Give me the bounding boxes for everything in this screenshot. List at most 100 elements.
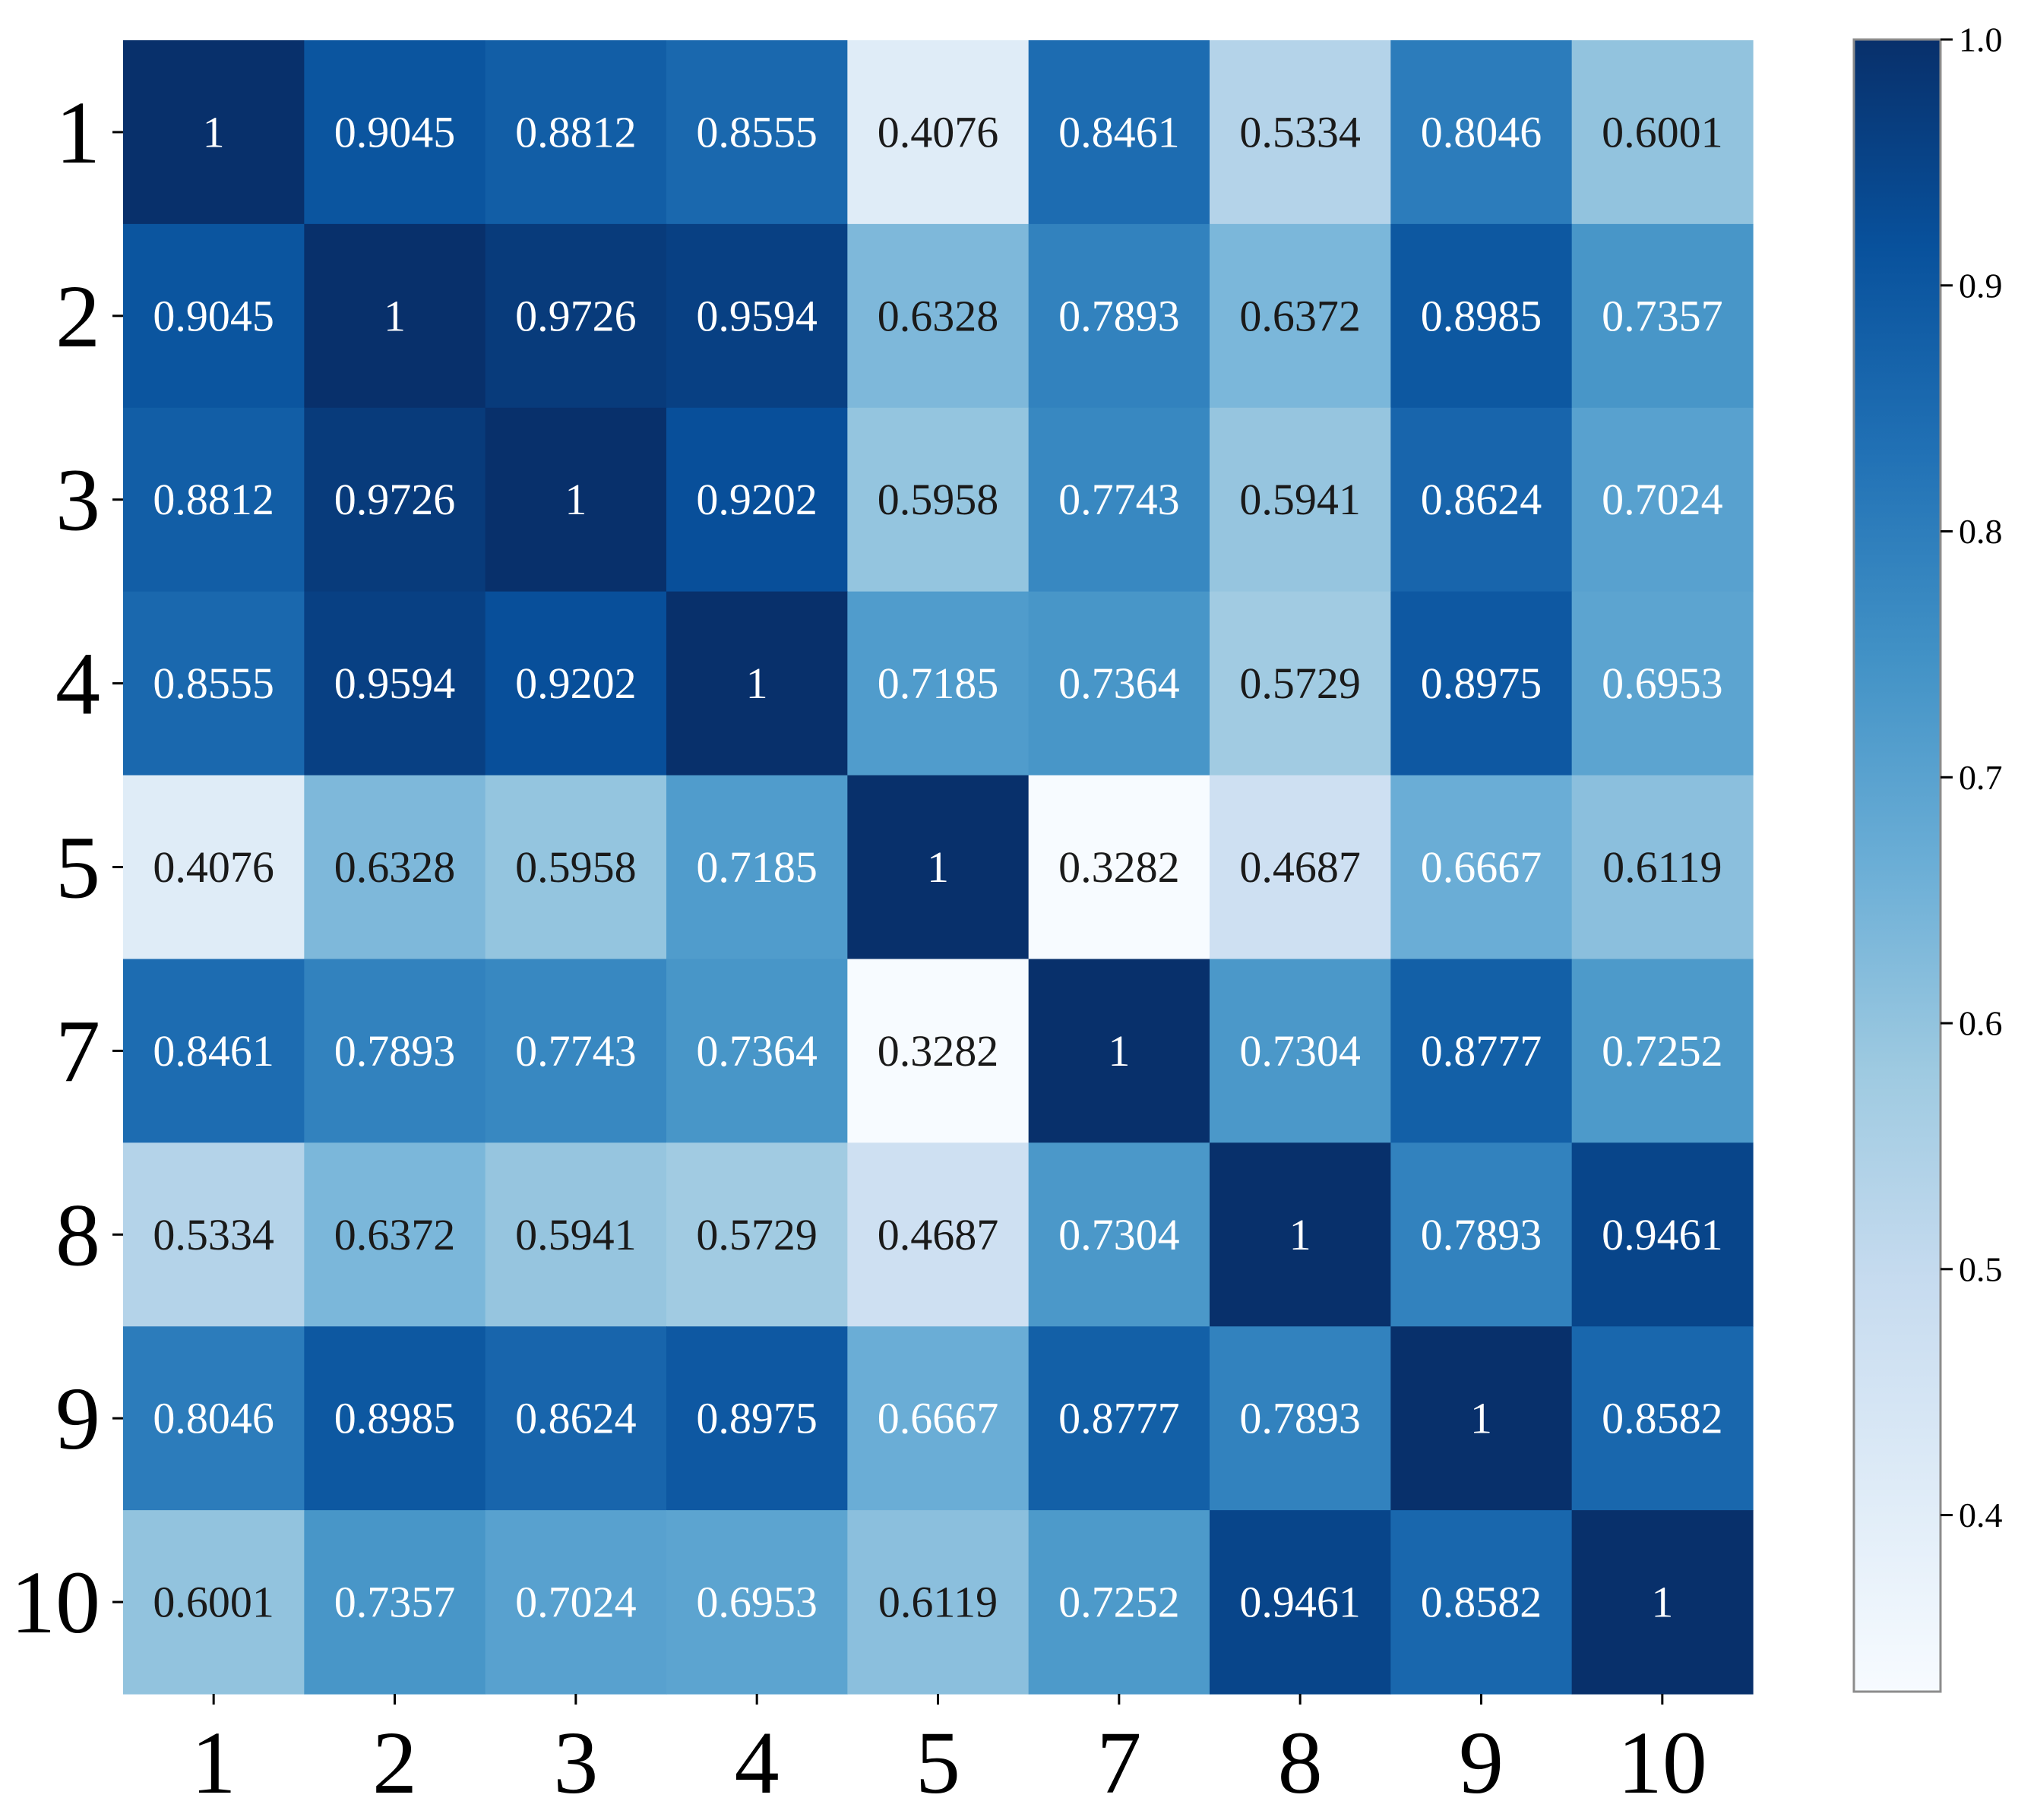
heatmap-cell-r4-c1 xyxy=(123,591,305,776)
x-axis: 1 2 3 4 5 7 8 9 10 xyxy=(191,1694,1707,1812)
heatmap-cell-r8-c10 xyxy=(1571,1142,1754,1327)
heatmap-cell-r1-c3 xyxy=(485,40,667,225)
cell-value-label: 0.7357 xyxy=(1602,291,1723,340)
heatmap-cell-r1-c2 xyxy=(304,40,486,225)
cell-value-label: 0.7024 xyxy=(1602,475,1723,524)
heatmap-cell-r1-c7 xyxy=(1028,40,1210,225)
heatmap-cell-r5-c3 xyxy=(485,775,667,960)
cell-value-label: 0.7185 xyxy=(696,842,818,892)
heatmap-cell-r9-c8 xyxy=(1210,1326,1391,1511)
y-tick-label: 10 xyxy=(11,1553,100,1652)
cell-value-label: 0.6372 xyxy=(334,1210,456,1259)
cell-value-label: 0.4687 xyxy=(1239,842,1361,892)
cell-value-label: 0.8624 xyxy=(515,1394,637,1443)
heatmap-cell-r9-c2 xyxy=(304,1326,486,1511)
heatmap-cell-r9-c3 xyxy=(485,1326,667,1511)
heatmap-cell-r7-c8 xyxy=(1210,959,1391,1143)
heatmap-cell-r3-c5 xyxy=(847,407,1030,592)
heatmap-cell-r10-c5 xyxy=(847,1510,1030,1695)
heatmap-cell-r8-c1 xyxy=(123,1142,305,1327)
heatmap-cell-r10-c9 xyxy=(1390,1510,1573,1695)
heatmap-cell-r2-c3 xyxy=(485,223,667,409)
cell-value-label: 0.9045 xyxy=(153,291,274,340)
cell-value-label: 0.6328 xyxy=(878,291,999,340)
cell-value-label: 0.6953 xyxy=(696,1578,818,1627)
cell-value-label: 0.9594 xyxy=(334,659,456,708)
heatmap-cell-labels: 1 0.9045 0.8812 0.8555 0.4076 0.8461 0.5334 0.8… xyxy=(153,107,1722,1626)
heatmap-cell-r4-c5 xyxy=(847,591,1030,776)
heatmap-cell-r9-c7 xyxy=(1028,1326,1210,1511)
cell-value-label: 1 xyxy=(565,475,587,524)
heatmap-cell-r5-c10 xyxy=(1571,775,1754,960)
cell-value-label: 0.8812 xyxy=(153,475,274,524)
cell-value-label: 0.5958 xyxy=(878,475,999,524)
cell-value-label: 1 xyxy=(1289,1210,1311,1259)
x-tick-label: 10 xyxy=(1618,1713,1707,1812)
y-tick-label: 9 xyxy=(55,1369,100,1468)
cell-value-label: 0.8582 xyxy=(1602,1394,1723,1443)
cell-value-label: 0.8777 xyxy=(1058,1394,1180,1443)
cell-value-label: 0.9594 xyxy=(696,291,818,340)
cell-value-label: 0.5729 xyxy=(696,1210,818,1259)
heatmap-cell-r9-c5 xyxy=(847,1326,1030,1511)
heatmap-cell-r10-c4 xyxy=(666,1510,848,1695)
cell-value-label: 0.5334 xyxy=(153,1210,274,1259)
cell-value-label: 0.8555 xyxy=(153,659,274,708)
y-tick-label: 2 xyxy=(55,267,100,366)
heatmap-cell-r2-c4 xyxy=(666,223,848,409)
heatmap-cell-r3-c7 xyxy=(1028,407,1210,592)
cell-value-label: 0.8582 xyxy=(1421,1578,1542,1627)
cell-value-label: 1 xyxy=(384,291,406,340)
colorbar-tick-label: 0.5 xyxy=(1959,1250,2003,1288)
cell-value-label: 0.6372 xyxy=(1239,291,1361,340)
y-tick-label: 8 xyxy=(55,1185,100,1284)
cell-value-label: 0.8985 xyxy=(1421,291,1542,340)
colorbar-tick-label: 0.4 xyxy=(1959,1496,2003,1534)
x-tick-label: 7 xyxy=(1096,1713,1141,1812)
cell-value-label: 0.8975 xyxy=(1421,659,1542,708)
heatmap-cell-r4-c8 xyxy=(1210,591,1391,776)
cell-value-label: 0.9202 xyxy=(515,659,637,708)
colorbar-tick-label: 0.7 xyxy=(1959,758,2003,797)
cell-value-label: 0.4076 xyxy=(153,842,274,892)
cell-value-label: 0.8624 xyxy=(1421,475,1542,524)
heatmap-cell-r5-c9 xyxy=(1390,775,1573,960)
cell-value-label: 0.7304 xyxy=(1058,1210,1180,1259)
heatmap-cell-r5-c4 xyxy=(666,775,848,960)
colorbar-tick-label: 0.8 xyxy=(1959,512,2003,551)
heatmap-cell-r10-c8 xyxy=(1210,1510,1391,1695)
cell-value-label: 0.6953 xyxy=(1602,659,1723,708)
heatmap-cell-r3-c4 xyxy=(666,407,848,592)
heatmap-cell-r7-c5 xyxy=(847,959,1030,1143)
cell-value-label: 1 xyxy=(1470,1394,1492,1443)
heatmap-cell-r7-c4 xyxy=(666,959,848,1143)
cell-value-label: 0.7252 xyxy=(1602,1026,1723,1076)
heatmap-cell-r9-c10 xyxy=(1571,1326,1754,1511)
heatmap-cell-r4-c4 xyxy=(666,591,848,776)
cell-value-label: 0.8812 xyxy=(515,107,637,156)
heatmap-cell-r4-c9 xyxy=(1390,591,1573,776)
heatmap-cell-r1-c10 xyxy=(1571,40,1754,225)
heatmap-cell-r10-c1 xyxy=(123,1510,305,1695)
x-tick-label: 2 xyxy=(372,1713,417,1812)
heatmap-cell-r4-c7 xyxy=(1028,591,1210,776)
cell-value-label: 0.7364 xyxy=(696,1026,818,1076)
heatmap-cell-r7-c3 xyxy=(485,959,667,1143)
cell-value-label: 0.7893 xyxy=(1058,291,1180,340)
cell-value-label: 0.9726 xyxy=(515,291,637,340)
cell-value-label: 0.7743 xyxy=(1058,475,1180,524)
cell-value-label: 0.9461 xyxy=(1602,1210,1723,1259)
cell-value-label: 0.6667 xyxy=(1421,842,1542,892)
y-tick-label: 4 xyxy=(55,634,100,734)
heatmap-cell-r3-c1 xyxy=(123,407,305,592)
cell-value-label: 0.6001 xyxy=(1602,107,1723,156)
cell-value-label: 0.6119 xyxy=(878,1578,998,1627)
cell-value-label: 0.5941 xyxy=(1239,475,1361,524)
heatmap-cell-r2-c2 xyxy=(304,223,486,409)
heatmap-cell-r8-c3 xyxy=(485,1142,667,1327)
x-tick-label: 3 xyxy=(553,1713,598,1812)
cell-value-label: 0.8985 xyxy=(334,1394,456,1443)
heatmap-cell-r8-c9 xyxy=(1390,1142,1573,1327)
heatmap-cell-r1-c8 xyxy=(1210,40,1391,225)
